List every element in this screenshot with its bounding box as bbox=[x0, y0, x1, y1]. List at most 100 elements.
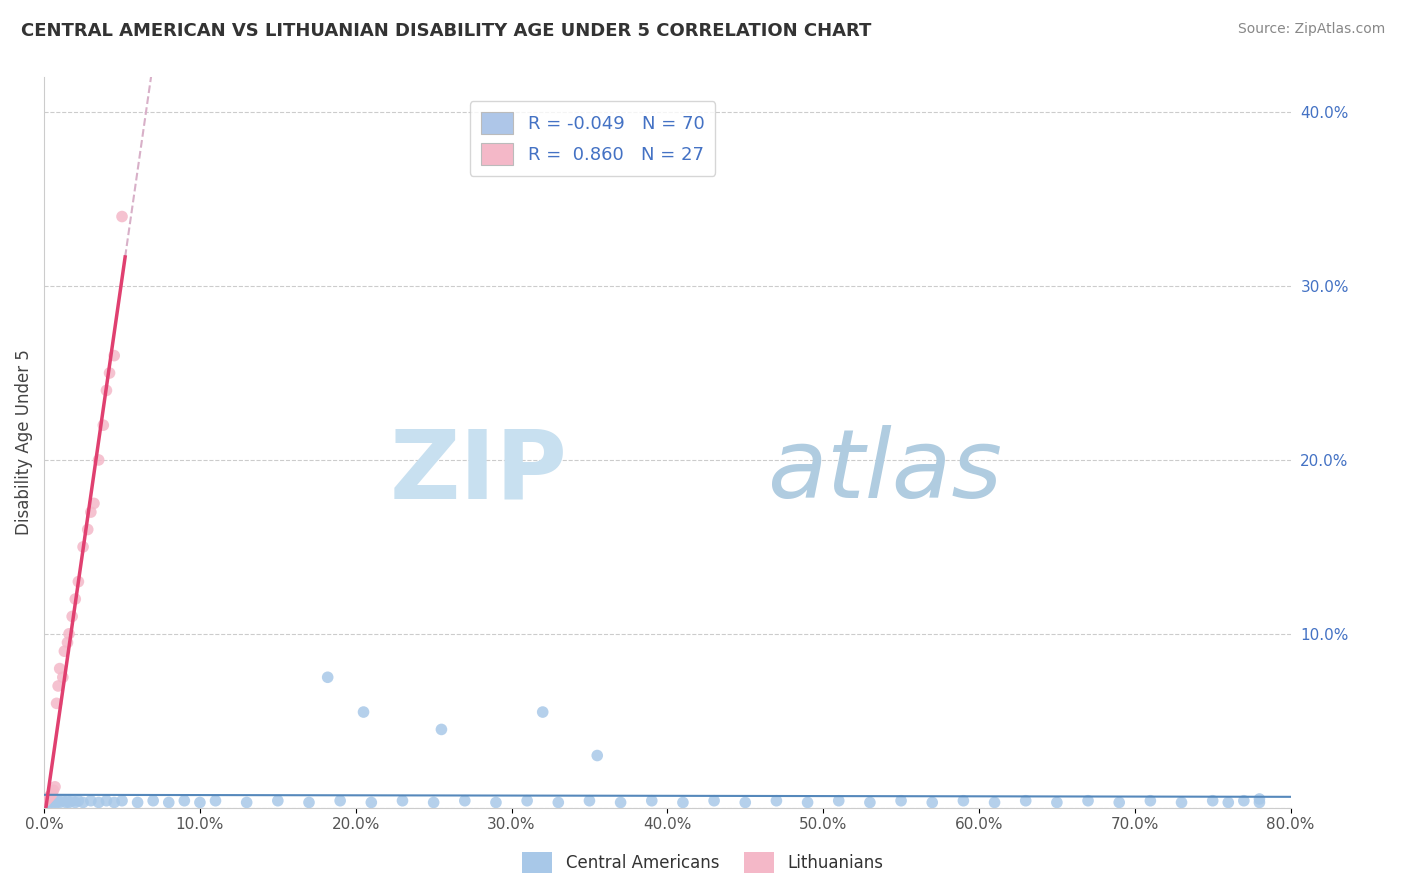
Point bbox=[267, 794, 290, 808]
Point bbox=[1046, 796, 1069, 810]
Point bbox=[67, 794, 90, 808]
Point bbox=[38, 792, 60, 806]
Point bbox=[1218, 796, 1240, 810]
Point bbox=[1139, 794, 1161, 808]
Point bbox=[87, 796, 110, 810]
Point bbox=[67, 574, 90, 589]
Point bbox=[44, 780, 66, 794]
Point bbox=[204, 794, 226, 808]
Point bbox=[46, 794, 69, 808]
Legend: R = -0.049   N = 70, R =  0.860   N = 27: R = -0.049 N = 70, R = 0.860 N = 27 bbox=[470, 101, 716, 176]
Point bbox=[983, 796, 1005, 810]
Point bbox=[80, 794, 103, 808]
Point bbox=[72, 796, 94, 810]
Point bbox=[1249, 796, 1271, 810]
Point bbox=[48, 796, 70, 810]
Point bbox=[298, 796, 321, 810]
Point bbox=[103, 349, 125, 363]
Point bbox=[48, 662, 70, 676]
Point bbox=[1015, 794, 1038, 808]
Point bbox=[56, 794, 79, 808]
Text: ZIP: ZIP bbox=[389, 425, 568, 518]
Point bbox=[52, 670, 75, 684]
Point bbox=[46, 679, 69, 693]
Point bbox=[1170, 796, 1192, 810]
Point bbox=[80, 505, 103, 519]
Point bbox=[58, 627, 80, 641]
Point bbox=[1202, 794, 1225, 808]
Point bbox=[83, 496, 105, 510]
Point bbox=[828, 794, 851, 808]
Point bbox=[34, 794, 56, 808]
Point bbox=[56, 635, 79, 649]
Point bbox=[235, 796, 257, 810]
Point bbox=[485, 796, 508, 810]
Point bbox=[142, 794, 165, 808]
Point bbox=[952, 794, 974, 808]
Point bbox=[111, 794, 134, 808]
Point bbox=[38, 790, 60, 805]
Point bbox=[87, 453, 110, 467]
Point bbox=[34, 794, 56, 808]
Point bbox=[703, 794, 725, 808]
Point bbox=[60, 609, 83, 624]
Point bbox=[127, 796, 149, 810]
Point bbox=[173, 794, 195, 808]
Point bbox=[796, 796, 818, 810]
Point bbox=[921, 796, 943, 810]
Point bbox=[609, 796, 631, 810]
Point bbox=[316, 670, 339, 684]
Point bbox=[454, 794, 477, 808]
Point bbox=[65, 796, 87, 810]
Point bbox=[547, 796, 569, 810]
Point bbox=[58, 796, 80, 810]
Point bbox=[734, 796, 756, 810]
Point bbox=[45, 796, 67, 810]
Point bbox=[890, 794, 912, 808]
Point bbox=[44, 794, 66, 808]
Point bbox=[37, 792, 59, 806]
Point bbox=[42, 783, 65, 797]
Point bbox=[360, 796, 382, 810]
Point bbox=[103, 796, 125, 810]
Point bbox=[37, 796, 59, 810]
Point bbox=[586, 748, 609, 763]
Point bbox=[329, 794, 352, 808]
Point bbox=[422, 796, 444, 810]
Point bbox=[1249, 792, 1271, 806]
Point bbox=[578, 794, 600, 808]
Point bbox=[516, 794, 538, 808]
Point bbox=[111, 210, 134, 224]
Point bbox=[531, 705, 554, 719]
Point bbox=[53, 644, 76, 658]
Point bbox=[1108, 796, 1130, 810]
Point bbox=[52, 794, 75, 808]
Point bbox=[91, 418, 114, 433]
Point bbox=[859, 796, 882, 810]
Point bbox=[39, 796, 62, 810]
Point bbox=[76, 523, 98, 537]
Point bbox=[41, 787, 63, 801]
Point bbox=[157, 796, 180, 810]
Point bbox=[188, 796, 211, 810]
Point bbox=[45, 697, 67, 711]
Legend: Central Americans, Lithuanians: Central Americans, Lithuanians bbox=[516, 846, 890, 880]
Point bbox=[391, 794, 413, 808]
Point bbox=[55, 796, 77, 810]
Point bbox=[672, 796, 695, 810]
Point bbox=[1077, 794, 1099, 808]
Text: CENTRAL AMERICAN VS LITHUANIAN DISABILITY AGE UNDER 5 CORRELATION CHART: CENTRAL AMERICAN VS LITHUANIAN DISABILIT… bbox=[21, 22, 872, 40]
Point bbox=[96, 384, 118, 398]
Y-axis label: Disability Age Under 5: Disability Age Under 5 bbox=[15, 350, 32, 535]
Point bbox=[430, 723, 453, 737]
Point bbox=[765, 794, 787, 808]
Text: atlas: atlas bbox=[768, 425, 1002, 518]
Point bbox=[39, 789, 62, 803]
Text: Source: ZipAtlas.com: Source: ZipAtlas.com bbox=[1237, 22, 1385, 37]
Point bbox=[641, 794, 664, 808]
Point bbox=[98, 366, 121, 380]
Point bbox=[60, 794, 83, 808]
Point bbox=[41, 794, 63, 808]
Point bbox=[42, 796, 65, 810]
Point bbox=[353, 705, 375, 719]
